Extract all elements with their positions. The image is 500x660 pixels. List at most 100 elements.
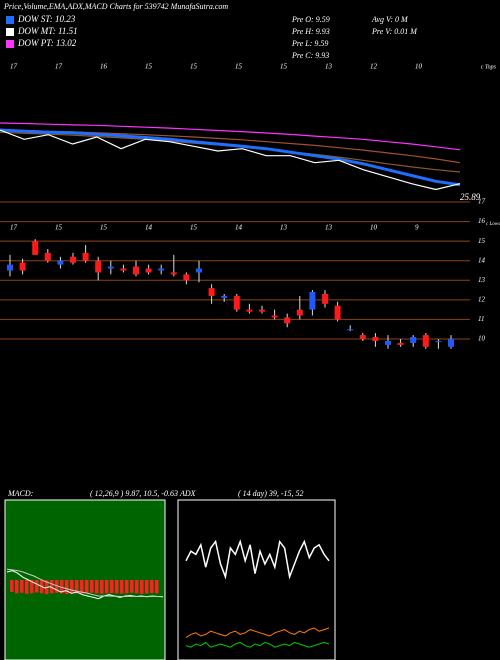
histogram-bar bbox=[85, 580, 89, 594]
histogram-bar bbox=[100, 580, 104, 594]
price-label: 15 bbox=[190, 224, 198, 232]
histogram-bar bbox=[65, 580, 69, 594]
price-label: 15 bbox=[235, 63, 243, 71]
adx-line bbox=[185, 627, 330, 639]
price-info: Pre C: 9.93 bbox=[291, 51, 329, 60]
histogram-bar bbox=[75, 580, 79, 594]
histogram-bar bbox=[95, 580, 99, 594]
price-info: Pre H: 9.93 bbox=[291, 27, 330, 36]
price-label: 13 bbox=[325, 63, 333, 71]
volume-info: Pre V: 0.01 M bbox=[371, 27, 418, 36]
macd-line bbox=[6, 568, 163, 597]
candle-body bbox=[233, 295, 240, 310]
price-label: 9 bbox=[415, 224, 419, 232]
y-tick-label: 17 bbox=[478, 198, 486, 206]
candle-body bbox=[284, 317, 291, 324]
candle-body bbox=[410, 337, 417, 343]
price-label: 15 bbox=[280, 63, 288, 71]
candle-body bbox=[158, 268, 165, 271]
candle-body bbox=[183, 274, 190, 281]
y-tick-label: 13 bbox=[478, 276, 486, 284]
candle-body bbox=[19, 262, 26, 271]
y-tick-label: 10 bbox=[478, 335, 486, 343]
panel-params: ( 12,26,9 ) 9.87, 10.5, -0.63 bbox=[90, 489, 178, 498]
price-label: 13 bbox=[280, 224, 288, 232]
price-label: 14 bbox=[235, 224, 243, 232]
candle-body bbox=[7, 264, 13, 271]
candle-body bbox=[385, 340, 391, 345]
candle-body bbox=[82, 252, 89, 261]
y-tick-label: 12 bbox=[478, 295, 486, 303]
candle-body bbox=[208, 288, 215, 296]
candle-body bbox=[57, 260, 64, 265]
price-label: 15 bbox=[55, 224, 63, 232]
histogram-bar bbox=[120, 580, 124, 594]
histogram-bar bbox=[105, 580, 109, 594]
histogram-bar bbox=[60, 580, 64, 594]
candle-body bbox=[170, 272, 177, 275]
candle-body bbox=[70, 256, 76, 263]
candle-body bbox=[120, 268, 127, 271]
candle-body bbox=[95, 260, 102, 273]
ema-line bbox=[0, 128, 461, 187]
corner-label: c Lows bbox=[486, 222, 500, 227]
candle-body bbox=[422, 335, 429, 347]
price-label: 10 bbox=[370, 224, 378, 232]
histogram-bar bbox=[130, 580, 134, 593]
histogram-bar bbox=[155, 580, 159, 594]
ema-line bbox=[0, 129, 461, 191]
panel-label: ADX bbox=[179, 489, 197, 498]
histogram-bar bbox=[30, 580, 34, 594]
legend-label: DOW MT: 11.51 bbox=[17, 26, 78, 36]
candle-body bbox=[322, 293, 328, 304]
histogram-bar bbox=[125, 580, 129, 594]
price-label: 17 bbox=[10, 63, 18, 71]
corner-label: c Tops bbox=[481, 64, 497, 70]
price-info: Pre O: 9.59 bbox=[291, 15, 330, 24]
price-label: 17 bbox=[55, 63, 63, 71]
ema-line bbox=[0, 122, 461, 151]
histogram-bar bbox=[10, 580, 14, 592]
histogram-bar bbox=[80, 580, 84, 594]
histogram-bar bbox=[110, 580, 114, 594]
adx-line bbox=[185, 641, 330, 648]
histogram-bar bbox=[150, 580, 154, 594]
candle-body bbox=[309, 292, 316, 310]
legend-swatch bbox=[6, 40, 14, 48]
histogram-bar bbox=[55, 580, 59, 593]
candle-body bbox=[334, 305, 341, 320]
candle-body bbox=[448, 339, 454, 347]
histogram-bar bbox=[15, 580, 19, 594]
candle-body bbox=[435, 340, 442, 342]
histogram-bar bbox=[70, 580, 74, 594]
price-label: 14 bbox=[145, 224, 153, 232]
panel-params: ( 14 day) 39, -15, 52 bbox=[238, 489, 304, 498]
candle-body bbox=[196, 268, 202, 273]
price-label: 17 bbox=[10, 224, 18, 232]
candle-body bbox=[107, 266, 114, 269]
annotation: 25.89 bbox=[460, 192, 481, 202]
histogram-bar bbox=[90, 580, 94, 593]
price-label: 15 bbox=[145, 63, 153, 71]
histogram-bar bbox=[115, 580, 119, 594]
histogram-bar bbox=[20, 580, 24, 593]
candle-body bbox=[296, 309, 303, 316]
panel-label: MACD: bbox=[7, 489, 34, 498]
histogram-bar bbox=[35, 580, 39, 593]
y-tick-label: 16 bbox=[478, 217, 486, 225]
candle-body bbox=[246, 309, 253, 312]
panel bbox=[177, 499, 336, 660]
price-label: 16 bbox=[100, 63, 108, 71]
y-tick-label: 15 bbox=[478, 237, 486, 245]
price-label: 12 bbox=[370, 63, 378, 71]
legend-label: DOW PT: 13.02 bbox=[17, 38, 77, 48]
y-tick-label: 11 bbox=[478, 315, 484, 323]
legend-swatch bbox=[6, 28, 14, 36]
candle-body bbox=[32, 241, 39, 255]
candle-body bbox=[44, 252, 51, 261]
candle-body bbox=[359, 335, 366, 339]
price-label: 15 bbox=[100, 224, 108, 232]
candle-body bbox=[397, 342, 404, 345]
adx-line bbox=[185, 539, 330, 580]
